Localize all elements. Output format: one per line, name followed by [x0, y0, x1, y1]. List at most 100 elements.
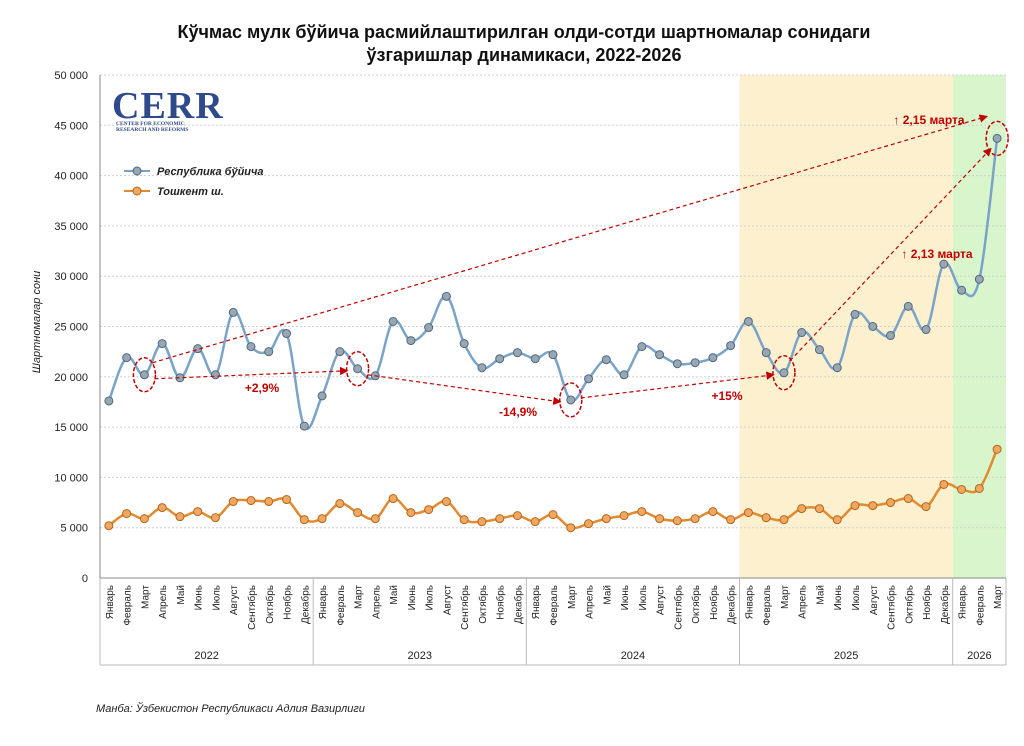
x-tick-label: Июль [425, 585, 436, 611]
data-point-republic [672, 359, 682, 369]
data-point-tashkent [495, 514, 505, 524]
x-tick-label: Январь [531, 585, 542, 619]
data-point-republic [317, 391, 327, 401]
x-tick-labels: Январь Февраль Март Апрель Май Июнь Июль Август… [105, 585, 1004, 630]
data-point-republic [619, 370, 629, 380]
x-tick-label: Октябрь [264, 585, 276, 624]
data-point-republic [441, 291, 451, 301]
data-point-tashkent [282, 495, 292, 505]
x-tick-label: Май [815, 585, 826, 605]
x-tick-label: Декабрь [299, 585, 311, 624]
legend-item-tashkent: Тошкент ш. [124, 186, 224, 198]
y-tick-label: 0 [82, 573, 88, 585]
legend-swatch-republic-marker [132, 166, 142, 176]
x-tick-label: Март [780, 585, 791, 609]
data-point-republic [495, 354, 505, 364]
data-point-republic [690, 358, 700, 368]
annotation-arrow [580, 371, 775, 399]
data-point-tashkent [441, 497, 451, 507]
data-point-republic [743, 316, 753, 326]
data-point-republic [637, 342, 647, 352]
data-point-tashkent [370, 514, 380, 524]
data-point-republic [477, 363, 487, 373]
data-point-republic [761, 348, 771, 358]
data-point-republic [299, 421, 309, 431]
x-tick-label: Январь [105, 585, 116, 619]
highlight-circle [132, 357, 157, 393]
data-point-republic [228, 307, 238, 317]
x-tick-label: Октябрь [477, 585, 489, 624]
legend-label-republic: Республика бўйича [157, 166, 264, 178]
x-tick-label: Февраль [975, 585, 986, 626]
x-tick-label: Март [567, 585, 578, 609]
y-tick-label: 45 000 [54, 120, 88, 132]
series-tashkent [104, 444, 1002, 533]
x-tick-label: Июль [638, 585, 649, 611]
data-point-tashkent [726, 515, 736, 525]
x-tick-label: Май [389, 585, 400, 605]
data-point-republic [584, 374, 594, 384]
data-point-republic [957, 285, 967, 295]
x-tick-label: Октябрь [903, 585, 915, 624]
y-tick-label: 5 000 [60, 523, 88, 535]
data-point-republic [939, 259, 949, 269]
y-tick-label: 15 000 [54, 422, 88, 434]
data-point-tashkent [850, 501, 860, 511]
data-point-republic [139, 370, 149, 380]
data-point-republic [566, 395, 576, 405]
x-tick-label: Февраль [123, 585, 134, 626]
data-point-republic [512, 348, 522, 358]
data-point-tashkent [584, 519, 594, 529]
x-tick-label: Декабрь [939, 585, 951, 624]
legend-swatch-tashkent-marker [132, 186, 142, 196]
x-tick-label: Сентябрь [886, 585, 898, 630]
highlight-circle [985, 120, 1009, 157]
data-point-tashkent [886, 498, 896, 508]
year-label: 2023 [408, 650, 432, 662]
data-point-tashkent [264, 497, 274, 507]
annotation-arrow [154, 366, 349, 380]
legend-item-republic: Республика бўйича [124, 166, 264, 178]
year-label: 2024 [621, 650, 645, 662]
data-point-republic [726, 341, 736, 351]
y-tick-label: 20 000 [54, 372, 88, 384]
data-point-tashkent [743, 508, 753, 518]
x-tick-label: Декабрь [726, 585, 738, 624]
data-point-tashkent [424, 505, 434, 515]
x-tick-label: Август [656, 585, 667, 616]
x-tick-label: Июль [211, 585, 222, 611]
data-point-tashkent [601, 514, 611, 524]
series-republic [104, 133, 1002, 431]
x-tick-label: Февраль [762, 585, 773, 626]
data-point-tashkent [957, 484, 967, 494]
y-tick-label: 30 000 [54, 271, 88, 283]
data-point-republic [388, 316, 398, 326]
data-point-republic [424, 323, 434, 333]
data-point-tashkent [779, 515, 789, 525]
x-tick-label: Январь [958, 585, 969, 619]
data-point-tashkent [157, 503, 167, 513]
x-tick-label: Июнь [620, 585, 631, 610]
y-tick-label: 50 000 [54, 70, 88, 82]
data-point-tashkent [797, 504, 807, 514]
data-point-republic [903, 301, 913, 311]
axes [99, 75, 1007, 666]
data-point-republic [122, 353, 132, 363]
y-tick-label: 25 000 [54, 322, 88, 334]
data-point-tashkent [459, 515, 469, 525]
data-point-tashkent [406, 508, 416, 518]
data-point-tashkent [903, 494, 913, 504]
x-tick-label: Сентябрь [672, 585, 684, 630]
x-tick-label: Май [602, 585, 613, 605]
chart-title-line1: Кўчмас мулк бўйича расмийлаштирилган олд… [177, 22, 870, 42]
data-point-republic [406, 336, 416, 346]
x-tick-label: Ноябрь [921, 585, 933, 620]
data-point-tashkent [210, 513, 220, 523]
data-point-republic [530, 354, 540, 364]
data-point-tashkent [122, 509, 132, 519]
data-point-tashkent [672, 516, 682, 526]
legend: Республика бўйича Тошкент ш. [124, 166, 264, 198]
y-axis-label: Шартномалар сони [31, 271, 43, 374]
data-point-tashkent [939, 479, 949, 489]
annotation-label: ↑ 2,13 марта [901, 247, 972, 261]
